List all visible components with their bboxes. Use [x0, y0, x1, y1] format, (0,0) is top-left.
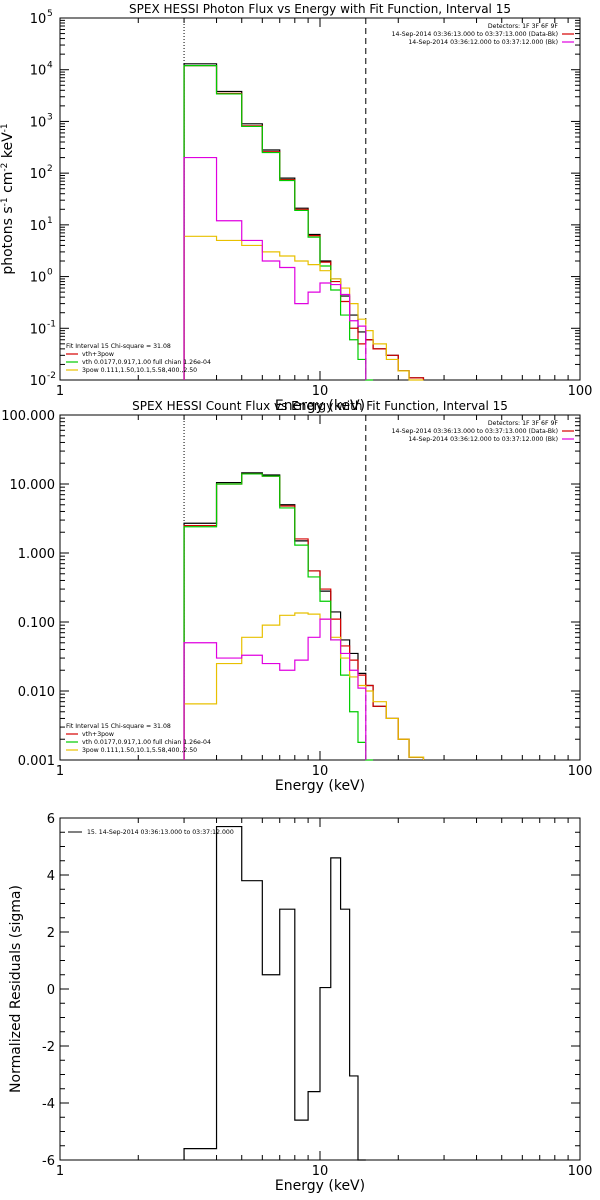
y-tick-label: 10 — [30, 322, 47, 337]
legend-entry: vth 0.0177,0.917,1.00 full chian 1.26e-0… — [82, 739, 211, 746]
x-tick-label: 100 — [568, 764, 593, 779]
y-tick-label: 10 — [30, 12, 47, 27]
series-bk — [183, 618, 367, 760]
x-tick-label: 1 — [56, 1164, 64, 1179]
series-bk — [183, 156, 367, 380]
y-tick-exponent: 1 — [47, 216, 53, 226]
y-tick-exponent: 2 — [47, 164, 53, 174]
y-tick-label: 10 — [30, 167, 47, 182]
y-tick-label: 4 — [47, 869, 55, 884]
info-text: 14-Sep-2014 03:36:12.000 to 03:37:12.000… — [408, 436, 558, 443]
chart-title: SPEX HESSI Photon Flux vs Energy with Fi… — [129, 2, 511, 16]
series-vth — [183, 473, 374, 761]
y-tick-label: 100.000 — [1, 409, 55, 424]
y-tick-exponent: -1 — [47, 319, 56, 329]
y-tick-label: 10 — [30, 271, 47, 286]
x-tick-label: 10 — [312, 1164, 329, 1179]
x-axis-label: Energy (keV) — [275, 398, 365, 414]
info-text: Detectors: 1F 3F 6F 9F — [488, 420, 559, 427]
y-tick-label: 0.100 — [18, 616, 55, 631]
legend-entry: 15. 14-Sep-2014 03:36:13.000 to 03:37:12… — [87, 829, 234, 836]
chart-title: SPEX HESSI Count Flux vs Energy with Fit… — [132, 399, 508, 413]
x-tick-label: 10 — [312, 764, 329, 779]
info-text: 14-Sep-2014 03:36:12.000 to 03:37:12.000… — [408, 39, 558, 46]
series-15-14-sep-2014-03-36-13-000-to-03-37-12-000 — [183, 825, 366, 1161]
series-vth-3pow — [183, 473, 425, 760]
y-tick-label: -2 — [42, 1040, 55, 1055]
y-tick-label: -6 — [42, 1154, 55, 1169]
y-tick-label: 10 — [30, 374, 47, 389]
x-tick-label: 100 — [568, 1164, 593, 1179]
x-tick-label: 100 — [568, 384, 593, 399]
series-data-bk — [183, 472, 425, 760]
legend-entry: 3pow 0.111,1.50,10.1,5.58,400.,2.50 — [82, 747, 197, 754]
x-tick-label: 10 — [312, 384, 329, 399]
count-flux-panel: SPEX HESSI Count Flux vs Energy with Fit… — [1, 399, 592, 794]
legend-entry: vth+3pow — [82, 351, 114, 358]
x-axis-label: Energy (keV) — [275, 1178, 365, 1194]
y-tick-label: 10 — [30, 115, 47, 130]
y-tick-label: 0.010 — [18, 685, 55, 700]
residuals-panel: 1 10 100 Energy (keV) -6 -4 -2 0 2 4 6 Normalized R… — [8, 812, 592, 1194]
legend-entry: vth+3pow — [82, 731, 114, 738]
y-tick-label: 0.001 — [18, 754, 55, 769]
y-tick-exponent: 0 — [47, 268, 53, 278]
series-3pow — [183, 612, 425, 760]
series-vth-3pow — [183, 65, 425, 380]
photon-flux-panel: SPEX HESSI Photon Flux vs Energy with Fi… — [0, 2, 592, 414]
y-tick-label: 10 — [30, 219, 47, 234]
plot-frame — [59, 17, 581, 381]
x-axis-label: Energy (keV) — [275, 778, 365, 794]
legend-entry: 3pow 0.111,1.50,10.1,5.58,400.,2.50 — [82, 367, 197, 374]
y-tick-exponent: 5 — [47, 9, 53, 19]
y-tick-label: 2 — [47, 926, 55, 941]
y-tick-label: 0 — [47, 983, 55, 998]
series-vth — [183, 65, 374, 381]
y-axis-label: photons s-1 cm-2 keV-1 — [0, 123, 16, 274]
legend-header: Fit Interval 15 Chi-square = 31.08 — [66, 343, 171, 350]
y-tick-label: 10.000 — [10, 478, 56, 493]
info-text: 14-Sep-2014 03:36:13.000 to 03:37:13.000… — [392, 31, 558, 38]
y-axis-label: Normalized Residuals (sigma) — [8, 885, 24, 1093]
x-tick-label: 1 — [56, 764, 64, 779]
y-tick-exponent: 4 — [47, 61, 53, 71]
legend-header: Fit Interval 15 Chi-square = 31.08 — [66, 723, 171, 730]
x-tick-label: 1 — [56, 384, 64, 399]
y-tick-exponent: 3 — [47, 112, 53, 122]
legend-entry: vth 0.0177,0.917,1.00 full chian 1.26e-0… — [82, 359, 211, 366]
y-tick-label: -4 — [42, 1097, 55, 1112]
info-text: Detectors: 1F 3F 6F 9F — [488, 23, 559, 30]
y-tick-label: 1.000 — [18, 547, 55, 562]
y-tick-label: 6 — [47, 812, 55, 827]
info-text: 14-Sep-2014 03:36:13.000 to 03:37:13.000… — [392, 428, 558, 435]
series-data-bk — [183, 63, 425, 380]
y-tick-exponent: -2 — [47, 371, 56, 381]
series-3pow — [183, 235, 424, 381]
y-tick-label: 10 — [30, 64, 47, 79]
